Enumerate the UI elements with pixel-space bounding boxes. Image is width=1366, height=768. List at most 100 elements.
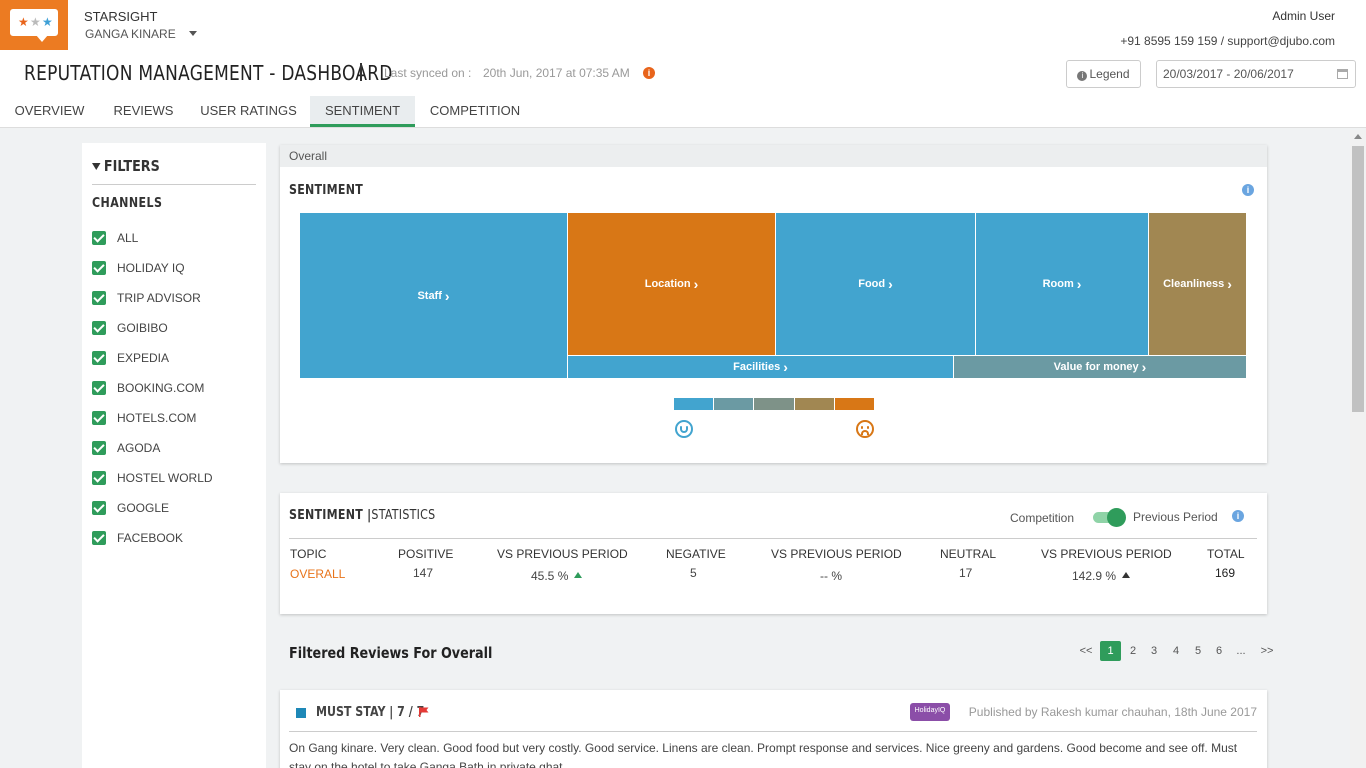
flag-icon[interactable] bbox=[419, 707, 429, 717]
treemap-tile-food[interactable]: Food › bbox=[776, 213, 976, 356]
checkbox-checked-icon[interactable] bbox=[92, 261, 106, 275]
chevron-right-icon: › bbox=[1076, 276, 1082, 292]
legend-label: Legend bbox=[1089, 67, 1130, 81]
pager-first[interactable]: << bbox=[1079, 645, 1093, 657]
channel-label: AGODA bbox=[117, 441, 161, 455]
pager-last[interactable]: >> bbox=[1260, 645, 1274, 657]
pager-page-4[interactable]: 4 bbox=[1172, 645, 1180, 657]
sync-value: 20th Jun, 2017 at 07:35 AM bbox=[483, 66, 630, 80]
sad-face-icon bbox=[856, 420, 874, 438]
checkbox-checked-icon[interactable] bbox=[92, 321, 106, 335]
col-header-positive-vs: VS PREVIOUS PERIOD bbox=[497, 547, 628, 561]
checkbox-checked-icon[interactable] bbox=[92, 531, 106, 545]
treemap-tile-label: Food bbox=[858, 278, 886, 290]
comparison-toggle[interactable] bbox=[1091, 508, 1127, 527]
treemap-tile-label: Staff bbox=[417, 289, 442, 302]
scroll-thumb[interactable] bbox=[1352, 146, 1364, 412]
scroll-up-icon[interactable] bbox=[1354, 134, 1362, 139]
pager-page-5[interactable]: 5 bbox=[1194, 645, 1202, 657]
scale-segment bbox=[674, 398, 715, 410]
logo-stars-icon: ★ ★ ★ bbox=[10, 9, 58, 36]
filter-icon bbox=[92, 163, 101, 170]
pager-page-6[interactable]: 6 bbox=[1215, 645, 1223, 657]
treemap-tile-location[interactable]: Location › bbox=[568, 213, 776, 356]
chevron-right-icon: › bbox=[693, 276, 699, 292]
tab-competition[interactable]: COMPETITION bbox=[429, 103, 521, 118]
user-menu[interactable]: Admin User bbox=[1272, 9, 1335, 23]
top-bar: ★ ★ ★ STARSIGHT GANGA KINARE Admin User … bbox=[0, 0, 1366, 50]
checkbox-checked-icon[interactable] bbox=[92, 351, 106, 365]
tab-overview[interactable]: OVERVIEW bbox=[14, 103, 85, 118]
channel-label: ALL bbox=[117, 231, 139, 245]
chevron-right-icon: › bbox=[1227, 276, 1232, 292]
pager-ellipsis: ... bbox=[1236, 645, 1246, 657]
sentiment-treemap: Staff › Location › Food › Room › Cleanli… bbox=[300, 213, 1247, 379]
col-header-neutral: NEUTRAL bbox=[940, 547, 997, 561]
page-scrollbar[interactable] bbox=[1350, 130, 1366, 768]
chevron-right-icon: › bbox=[888, 276, 893, 292]
property-selector[interactable]: GANGA KINARE bbox=[85, 27, 176, 41]
pager-page-2[interactable]: 2 bbox=[1129, 645, 1137, 657]
chevron-right-icon: › bbox=[444, 287, 450, 304]
checkbox-checked-icon[interactable] bbox=[92, 231, 106, 245]
checkbox-checked-icon[interactable] bbox=[92, 501, 106, 515]
sync-label: Last synced on : bbox=[384, 66, 472, 80]
col-header-total: TOTAL bbox=[1207, 547, 1245, 561]
review-text: On Gang kinare. Very clean. Good food bu… bbox=[289, 741, 1238, 768]
chevron-right-icon: › bbox=[1141, 359, 1147, 375]
info-icon[interactable]: i bbox=[1242, 184, 1254, 196]
review-marker-icon bbox=[296, 708, 306, 718]
pager-page-3[interactable]: 3 bbox=[1150, 645, 1158, 657]
statistics-title: SENTIMENT |STATISTICS bbox=[289, 508, 436, 523]
channel-label: EXPEDIA bbox=[117, 351, 170, 365]
treemap-tile-room[interactable]: Room › bbox=[976, 213, 1149, 356]
tab-user-ratings[interactable]: USER RATINGS bbox=[200, 103, 297, 118]
checkbox-checked-icon[interactable] bbox=[92, 411, 106, 425]
checkbox-checked-icon[interactable] bbox=[92, 471, 106, 485]
arrow-up-icon bbox=[1122, 572, 1131, 578]
checkbox-checked-icon[interactable] bbox=[92, 291, 106, 305]
negative-vs-value: -- % bbox=[820, 569, 842, 583]
treemap-tile-cleanliness[interactable]: Cleanliness › bbox=[1149, 213, 1247, 356]
legend-button[interactable]: i Legend bbox=[1066, 60, 1141, 88]
happy-face-icon bbox=[675, 420, 693, 438]
channel-label: GOIBIBO bbox=[117, 321, 168, 335]
checkbox-checked-icon[interactable] bbox=[92, 441, 106, 455]
info-icon[interactable]: i bbox=[643, 67, 655, 79]
positive-count: 147 bbox=[413, 566, 434, 580]
info-icon[interactable]: i bbox=[1232, 510, 1244, 522]
chevron-right-icon: › bbox=[783, 359, 788, 375]
calendar-icon[interactable] bbox=[1337, 69, 1348, 79]
checkbox-checked-icon[interactable] bbox=[92, 381, 106, 395]
positive-vs-value: 45.5 % bbox=[531, 569, 583, 583]
pager-page-1[interactable]: 1 bbox=[1100, 641, 1121, 661]
chevron-down-icon[interactable] bbox=[189, 31, 197, 36]
tab-bar: OVERVIEW REVIEWS USER RATINGS SENTIMENT … bbox=[0, 96, 1366, 128]
col-header-neutral-vs: VS PREVIOUS PERIOD bbox=[1041, 547, 1172, 561]
card-header: Overall bbox=[280, 145, 1267, 167]
arrow-up-icon bbox=[574, 572, 583, 578]
tab-reviews[interactable]: REVIEWS bbox=[113, 103, 174, 118]
channel-label: HOTELS.COM bbox=[117, 411, 197, 425]
col-header-topic: TOPIC bbox=[290, 547, 327, 561]
app-logo[interactable]: ★ ★ ★ bbox=[0, 0, 68, 50]
topic-overall-link[interactable]: OVERALL bbox=[290, 567, 346, 581]
treemap-tile-value-for-money[interactable]: Value for money › bbox=[954, 356, 1247, 379]
treemap-tile-staff[interactable]: Staff › bbox=[300, 213, 568, 379]
filters-panel: FILTERS CHANNELS ALL HOLIDAY IQ TRIP ADVIS… bbox=[82, 143, 266, 768]
negative-count: 5 bbox=[690, 566, 697, 580]
title-divider bbox=[360, 63, 362, 81]
neutral-vs-value: 142.9 % bbox=[1072, 569, 1131, 583]
sentiment-title: SENTIMENT bbox=[289, 183, 364, 198]
neutral-count: 17 bbox=[959, 566, 973, 580]
treemap-tile-label: Cleanliness bbox=[1163, 278, 1225, 290]
date-range-value: 20/03/2017 - 20/06/2017 bbox=[1163, 67, 1294, 81]
tab-sentiment[interactable]: SENTIMENT bbox=[310, 96, 415, 127]
scale-segment bbox=[834, 398, 876, 410]
date-range-input[interactable]: 20/03/2017 - 20/06/2017 bbox=[1156, 60, 1356, 88]
toggle-label-previous-period: Previous Period bbox=[1133, 510, 1218, 524]
total-count: 169 bbox=[1215, 566, 1236, 580]
title-row: REPUTATION MANAGEMENT - DASHBOARD Last s… bbox=[0, 50, 1366, 96]
treemap-tile-facilities[interactable]: Facilities › bbox=[568, 356, 954, 379]
channel-label: HOSTEL WORLD bbox=[117, 471, 213, 485]
